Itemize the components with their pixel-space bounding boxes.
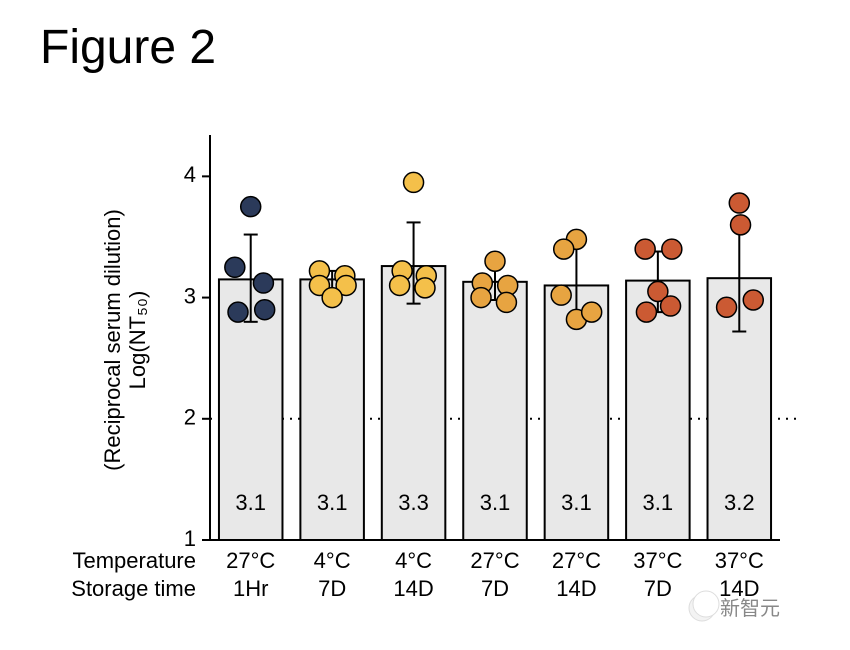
x-tick-temp: 27°C: [226, 548, 275, 573]
x-tick-time: 1Hr: [233, 576, 268, 601]
y-tick-label: 3: [184, 283, 196, 308]
bar-value-label: 3.1: [235, 490, 266, 515]
data-point: [743, 290, 763, 310]
y-axis-label-sub: (Reciprocal serum dilution): [100, 209, 125, 471]
data-point: [255, 300, 275, 320]
bar-value-label: 3.1: [643, 490, 674, 515]
x-tick-temp: 4°C: [395, 548, 432, 573]
x-tick-temp: 27°C: [552, 548, 601, 573]
y-axis-label-main: Log(NT₅₀): [125, 291, 150, 390]
x-tick-time: 7D: [481, 576, 509, 601]
y-tick-label: 4: [184, 162, 196, 187]
x-tick-time: 7D: [644, 576, 672, 601]
data-point: [241, 197, 261, 217]
bar-value-label: 3.1: [561, 490, 592, 515]
data-point: [729, 193, 749, 213]
bar-value-label: 3.2: [724, 490, 755, 515]
x-tick-time: 14D: [556, 576, 596, 601]
data-point: [636, 302, 656, 322]
watermark-icon: [693, 591, 719, 617]
data-point: [496, 292, 516, 312]
x-tick-temp: 27°C: [470, 548, 519, 573]
data-point: [662, 239, 682, 259]
data-point: [225, 257, 245, 277]
watermark-text: 新智元: [720, 597, 780, 620]
x-row-label-temperature: Temperature: [72, 548, 196, 573]
data-point: [228, 302, 248, 322]
x-tick-temp: 37°C: [633, 548, 682, 573]
x-row-label-storage-time: Storage time: [71, 576, 196, 601]
data-point: [390, 275, 410, 295]
data-point: [404, 172, 424, 192]
data-point: [485, 251, 505, 271]
bar-value-label: 3.3: [398, 490, 429, 515]
data-point: [253, 273, 273, 293]
data-point: [717, 297, 737, 317]
x-tick-temp: 37°C: [715, 548, 764, 573]
data-point: [731, 215, 751, 235]
data-point: [551, 285, 571, 305]
data-point: [661, 296, 681, 316]
data-point: [635, 239, 655, 259]
x-tick-time: 14D: [393, 576, 433, 601]
data-point: [322, 288, 342, 308]
data-point: [582, 302, 602, 322]
bar-scatter-chart: 1234Log(NT₅₀)(Reciprocal serum dilution)…: [0, 0, 850, 650]
bar-value-label: 3.1: [480, 490, 511, 515]
bar-value-label: 3.1: [317, 490, 348, 515]
data-point: [471, 288, 491, 308]
data-point: [554, 239, 574, 259]
x-tick-time: 7D: [318, 576, 346, 601]
x-tick-temp: 4°C: [314, 548, 351, 573]
y-tick-label: 2: [184, 405, 196, 430]
data-point: [415, 278, 435, 298]
